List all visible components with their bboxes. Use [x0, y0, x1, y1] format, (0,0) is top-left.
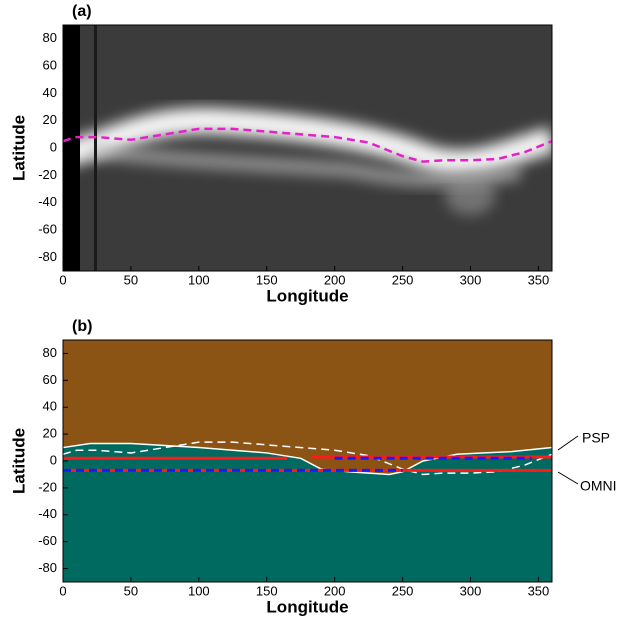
x-axis-label: Longitude — [266, 597, 348, 616]
x-tick-label: 300 — [460, 272, 482, 287]
annotation: OMNI — [580, 478, 617, 494]
omni-arrow — [557, 471, 579, 485]
panel-title: (a) — [72, 3, 92, 20]
x-tick-label: 200 — [324, 583, 346, 598]
data-line — [62, 127, 553, 163]
x-axis-label: Longitude — [266, 286, 348, 305]
x-tick-label: 150 — [256, 272, 278, 287]
y-tick-label: 60 — [43, 372, 57, 387]
x-tick-label: 250 — [392, 583, 414, 598]
y-tick-label: -60 — [38, 221, 57, 236]
y-tick-label: 20 — [43, 426, 57, 441]
y-tick-label: -20 — [38, 479, 57, 494]
polarity-region — [63, 443, 552, 582]
y-axis-label: Latitude — [9, 428, 28, 494]
y-tick-label: -60 — [38, 533, 57, 548]
x-tick-label: 300 — [460, 583, 482, 598]
x-tick-label: 150 — [256, 583, 278, 598]
synoptic-map — [63, 25, 552, 271]
x-tick-label: 50 — [124, 583, 138, 598]
annotation: PSP — [582, 430, 610, 446]
y-tick-label: -80 — [38, 560, 57, 575]
y-tick-label: -40 — [38, 506, 57, 521]
x-tick-label: 100 — [188, 272, 210, 287]
x-tick-label: 200 — [324, 272, 346, 287]
x-tick-label: 250 — [392, 272, 414, 287]
y-tick-label: -40 — [38, 194, 57, 209]
x-tick-label: 350 — [528, 583, 550, 598]
y-tick-label: 0 — [50, 452, 57, 467]
psp-arrow — [557, 435, 579, 451]
x-tick-label: 0 — [59, 583, 66, 598]
data-line — [62, 441, 553, 476]
y-tick-label: 60 — [43, 57, 57, 72]
x-tick-label: 350 — [528, 272, 550, 287]
y-axis-label: Latitude — [9, 115, 28, 181]
x-tick-label: 0 — [59, 272, 66, 287]
y-tick-label: 20 — [43, 112, 57, 127]
y-tick-label: 80 — [43, 345, 57, 360]
y-tick-label: 40 — [43, 399, 57, 414]
y-tick-label: 40 — [43, 85, 57, 100]
panel-title: (b) — [72, 318, 92, 335]
y-tick-label: 0 — [50, 139, 57, 154]
y-tick-label: 80 — [43, 30, 57, 45]
x-tick-label: 100 — [188, 583, 210, 598]
y-tick-label: -20 — [38, 167, 57, 182]
y-tick-label: -80 — [38, 249, 57, 264]
x-tick-label: 50 — [124, 272, 138, 287]
